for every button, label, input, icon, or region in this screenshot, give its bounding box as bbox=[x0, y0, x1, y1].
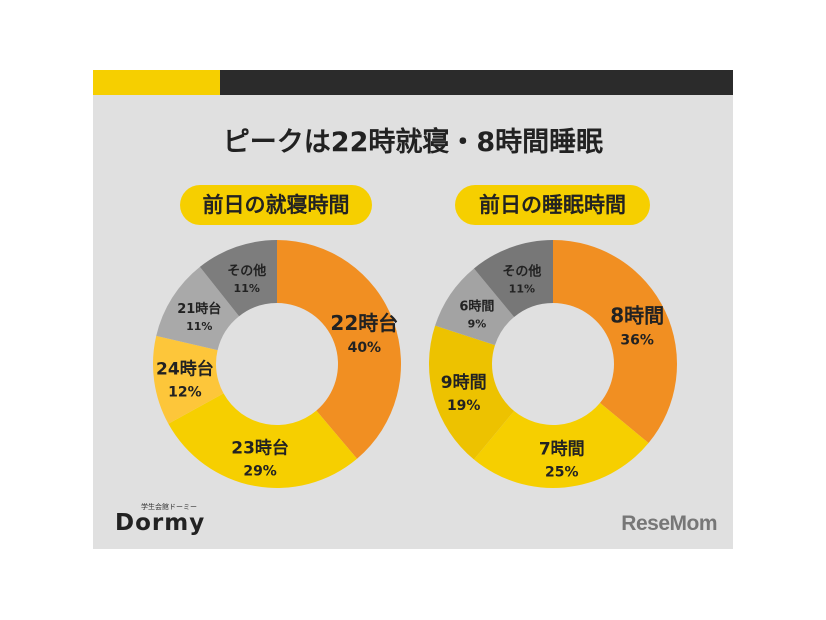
slice-value-label: 40% bbox=[348, 340, 382, 356]
slide: ピークは22時就寝・8時間睡眠 前日の就寝時間 前日の睡眠時間 22時台 40% 2… bbox=[93, 70, 733, 549]
slice-value-label: 29% bbox=[243, 463, 277, 479]
donut-slice bbox=[553, 240, 677, 444]
accent-bar-yellow bbox=[93, 70, 220, 95]
slice-value-label: 9% bbox=[468, 317, 487, 330]
slice-category-label: 9時間 bbox=[441, 372, 487, 393]
slice-category-label: 8時間 bbox=[610, 303, 664, 327]
slice-value-label: 19% bbox=[447, 398, 481, 414]
dormy-logo: Dormy bbox=[115, 510, 206, 536]
slice-value-label: 36% bbox=[620, 332, 654, 348]
slice-value-label: 12% bbox=[168, 385, 202, 401]
donut-slice bbox=[168, 393, 358, 488]
slice-category-label: 6時間 bbox=[459, 298, 494, 314]
slice-category-label: 24時台 bbox=[156, 359, 214, 380]
slice-category-label: その他 bbox=[227, 263, 266, 279]
slice-category-label: 21時台 bbox=[177, 301, 221, 317]
slice-category-label: その他 bbox=[502, 263, 541, 279]
chart-title-bedtime: 前日の就寝時間 bbox=[180, 185, 372, 225]
donut-slice bbox=[199, 240, 277, 317]
accent-bar-dark bbox=[220, 70, 733, 95]
slice-value-label: 11% bbox=[234, 282, 260, 295]
donut-slice bbox=[153, 335, 224, 424]
resemom-logo: ReseMom bbox=[621, 512, 717, 535]
donut-chart-bedtime: 22時台 40% 23時台 29% 24時台 12% 21時台 11% その他 11% bbox=[153, 240, 401, 488]
dormy-logo-subtext: 学生会館ドーミー bbox=[141, 503, 197, 511]
chart-title-sleep-duration: 前日の睡眠時間 bbox=[455, 185, 650, 225]
slice-category-label: 22時台 bbox=[330, 311, 398, 335]
donut-slice bbox=[473, 240, 553, 317]
page-title: ピークは22時就寝・8時間睡眠 bbox=[222, 127, 604, 158]
slice-value-label: 11% bbox=[509, 282, 535, 295]
slice-value-label: 25% bbox=[545, 465, 579, 481]
donut-chart-sleep-duration: 8時間 36% 7時間 25% 9時間 19% 6時間 9% その他 11% bbox=[429, 240, 677, 488]
donut-slice bbox=[277, 240, 401, 459]
donut-slice bbox=[429, 325, 515, 460]
donut-slice bbox=[473, 402, 649, 488]
slice-category-label: 23時台 bbox=[231, 437, 289, 458]
slice-category-label: 7時間 bbox=[539, 439, 585, 460]
slice-value-label: 11% bbox=[186, 320, 212, 333]
donut-slice bbox=[156, 266, 240, 351]
donut-slice bbox=[435, 268, 515, 346]
